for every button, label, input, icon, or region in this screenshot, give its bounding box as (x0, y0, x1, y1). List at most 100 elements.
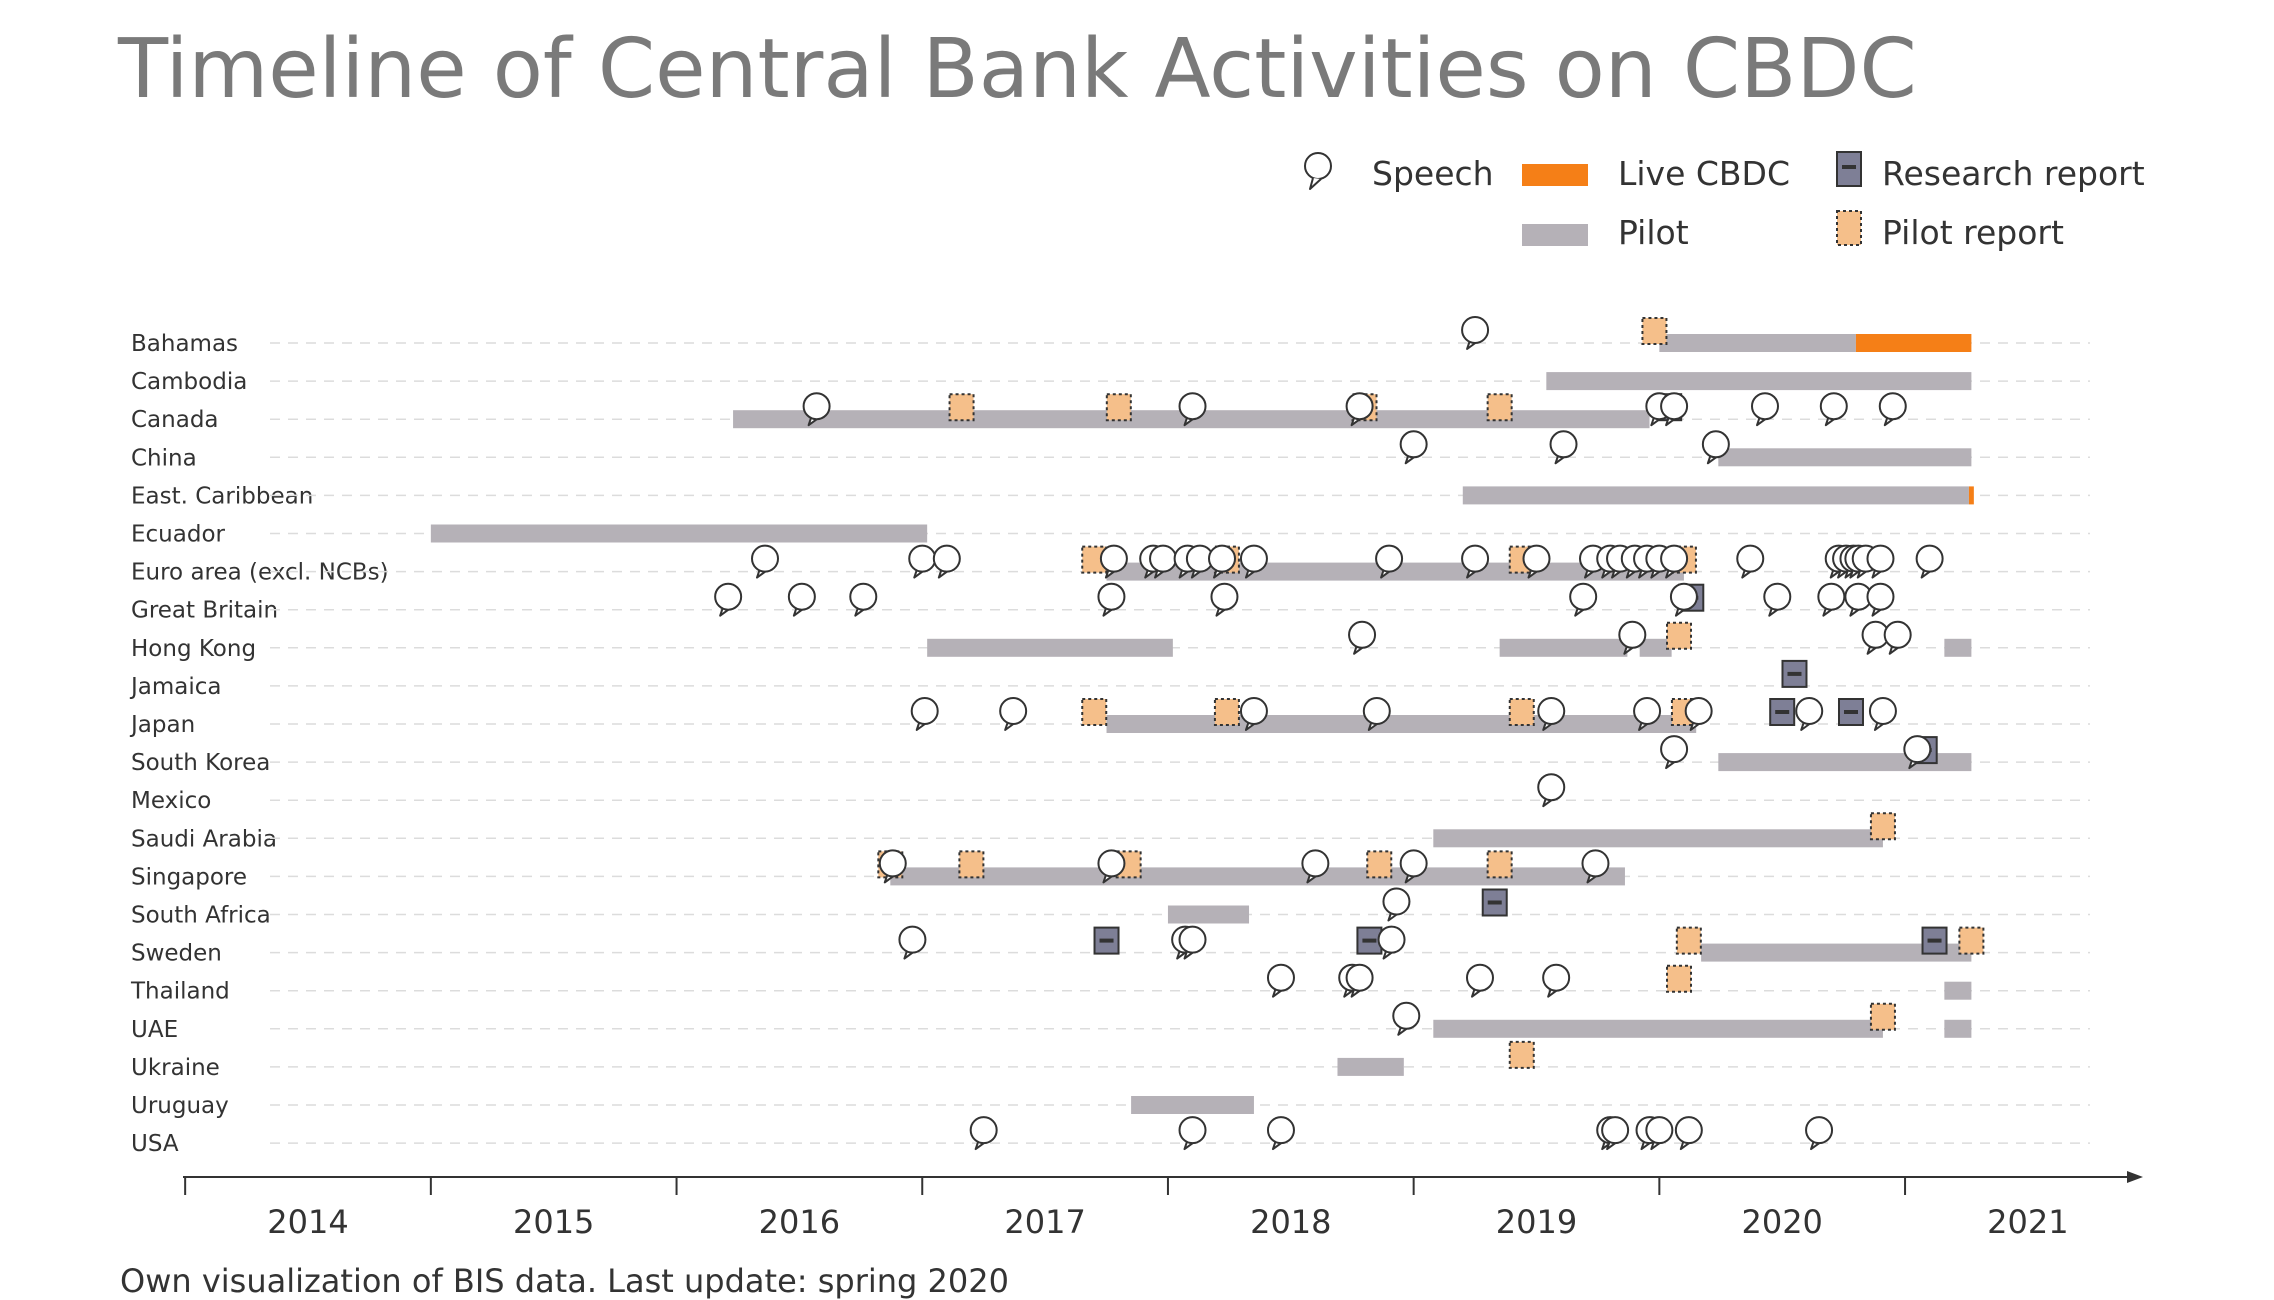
pilot-report-marker (1869, 1002, 1896, 1031)
speech-marker (1549, 430, 1578, 465)
legend-speech-label: Speech (1372, 154, 1494, 193)
x-axis: 2014 2015 2016 2017 2018 2019 2020 2021 (183, 1171, 2143, 1241)
legend: Speech Live CBDC Research report Pilot P… (1304, 151, 2145, 252)
timeline-row: USA (131, 1116, 2090, 1157)
row-label: Euro area (excl. NCBs) (131, 560, 389, 586)
pilot-bar (1718, 448, 1972, 467)
speech-marker (1239, 544, 1268, 579)
legend-pilot-report-icon (1836, 210, 1862, 246)
speech-marker (1569, 582, 1598, 617)
timeline-row: China (131, 430, 2090, 471)
speech-marker (1915, 544, 1944, 579)
x-tick-label: 2014 (267, 1203, 348, 1241)
row-label: Canada (131, 407, 219, 433)
research-report-marker (1781, 659, 1808, 688)
speech-marker (1097, 582, 1126, 617)
row-label: Jamaica (129, 674, 222, 700)
row-label: Uruguay (131, 1093, 229, 1119)
speech-marker (1399, 430, 1428, 465)
pilot-bar (1499, 638, 1628, 657)
timeline-row: South Africa (131, 887, 2090, 929)
row-label: South Korea (131, 750, 270, 776)
research-report-marker (1837, 698, 1864, 726)
pilot-bar (1944, 1019, 1972, 1038)
pilot-report-marker (1213, 698, 1240, 726)
speech-marker (1866, 544, 1895, 579)
speech-marker (1178, 925, 1207, 960)
speech-marker (1465, 963, 1494, 998)
speech-marker (1178, 392, 1207, 427)
speech-marker (1763, 582, 1792, 617)
timeline-row: Singapore (131, 849, 2090, 890)
speech-marker (1795, 697, 1824, 731)
timeline-row: Japan (129, 697, 2090, 738)
speech-marker (1883, 620, 1912, 655)
research-report-marker (1481, 888, 1508, 917)
research-report-marker (1921, 926, 1948, 955)
x-tick-label: 2016 (759, 1203, 840, 1241)
row-label: East. Caribbean (131, 483, 313, 509)
speech-marker (1542, 963, 1571, 998)
speech-marker (1660, 735, 1689, 770)
x-tick-label: 2018 (1250, 1203, 1331, 1241)
pilot-report-marker (1666, 964, 1693, 993)
speech-marker (1903, 735, 1932, 770)
speech-marker (1819, 392, 1848, 427)
timeline-row: Mexico (131, 773, 2090, 814)
pilot-report-marker (1486, 850, 1513, 879)
speech-marker (1861, 620, 1890, 655)
timeline-row: Ecuador (131, 522, 2090, 548)
speech-marker (1208, 544, 1237, 579)
speech-marker (1266, 1116, 1295, 1151)
pilot-report-marker (1508, 1040, 1535, 1069)
row-label: UAE (131, 1017, 178, 1043)
speech-marker (1362, 697, 1391, 731)
row-label: Great Britain (131, 598, 278, 624)
pilot-report-marker (1675, 926, 1702, 955)
timeline-row: Euro area (excl. NCBs) (131, 544, 2090, 586)
pilot-bar (1106, 715, 1697, 733)
speech-marker (751, 544, 780, 579)
pilot-report-marker (1869, 812, 1896, 841)
research-report-marker (1769, 698, 1796, 726)
speech-marker (1345, 963, 1374, 998)
pilot-bar (927, 638, 1173, 657)
speech-marker (1868, 697, 1897, 731)
speech-marker (1581, 849, 1610, 884)
pilot-bar (1433, 1019, 1883, 1038)
legend-live-swatch (1522, 164, 1588, 186)
timeline-row: Uruguay (131, 1093, 2090, 1119)
timeline-row: Sweden (131, 925, 2090, 967)
x-tick-label: 2020 (1741, 1203, 1822, 1241)
speech-marker (878, 849, 907, 884)
speech-marker (1522, 544, 1551, 579)
timeline-row: Bahamas (131, 316, 2090, 357)
legend-pilot-label: Pilot (1618, 213, 1689, 252)
pilot-report-marker (1366, 850, 1393, 879)
pilot-bar (1701, 943, 1972, 962)
timeline-row: Saudi Arabia (131, 812, 2090, 852)
speech-marker (714, 582, 743, 617)
speech-marker (1178, 1116, 1207, 1151)
speech-marker (932, 544, 961, 579)
plot-area: Bahamas Cambodia Canada China East. Caribbea… (129, 316, 2090, 1157)
speech-marker (1185, 544, 1214, 579)
row-label: Ecuador (131, 522, 226, 548)
pilot-report-marker (1508, 698, 1535, 726)
pilot-bar (1167, 905, 1250, 924)
speech-marker (1633, 697, 1662, 731)
x-tick-label: 2015 (513, 1203, 594, 1241)
legend-speech-icon (1304, 152, 1332, 190)
row-label: Thailand (130, 979, 230, 1005)
row-label: Cambodia (131, 369, 247, 395)
research-report-marker (1093, 926, 1120, 955)
pilot-bar (430, 524, 928, 543)
x-tick-label: 2021 (1987, 1203, 2068, 1241)
speech-marker (1701, 430, 1730, 465)
timeline-row: South Korea (131, 735, 2090, 776)
legend-research-icon (1836, 151, 1862, 187)
pilot-bar (1433, 829, 1883, 848)
pilot-report-marker (948, 393, 975, 422)
row-label: Ukraine (131, 1055, 220, 1081)
